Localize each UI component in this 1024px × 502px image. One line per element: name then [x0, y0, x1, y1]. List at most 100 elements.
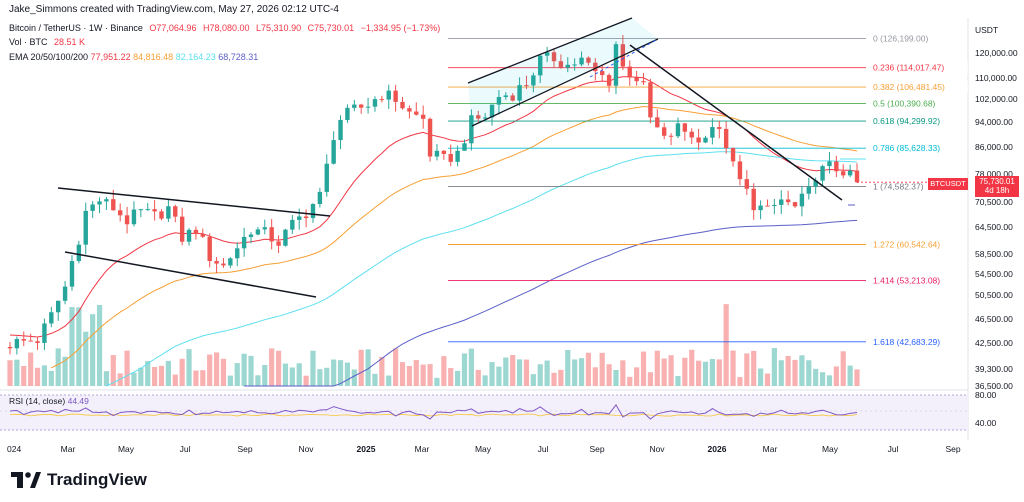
price-axis-ticks: 120,000.00 110,000.00 102,000.00 94,000.00 8…: [975, 48, 1018, 391]
candle-body: [834, 161, 839, 172]
volume-bar: [117, 373, 123, 386]
vol-label[interactable]: Vol · BTC: [9, 37, 48, 47]
candle-body: [758, 205, 763, 211]
candle-body: [14, 339, 20, 349]
time-tick-label: Jul: [538, 444, 549, 454]
price-tick-label: 58,500.00: [975, 249, 1013, 259]
volume-bar: [275, 350, 282, 386]
candle-body: [661, 127, 667, 136]
downtrend-line: [629, 44, 843, 201]
candle-body: [111, 199, 116, 211]
volume-bar: [702, 361, 709, 386]
price-tick-label: 86,000.00: [975, 142, 1013, 152]
candle-body: [365, 106, 371, 108]
candle-body: [668, 135, 674, 137]
candle-body: [765, 205, 770, 207]
candle-body: [207, 236, 212, 262]
ema-label[interactable]: EMA 20/50/100/200: [9, 52, 89, 62]
time-tick-label: May: [118, 444, 135, 454]
price-chart[interactable]: 0 (126,199.00) 0.236 (114,017.47) 0.382 (1…: [0, 0, 1024, 462]
time-tick-label: May: [475, 444, 492, 454]
candle-body: [331, 140, 336, 164]
volume-bar: [661, 358, 667, 386]
candle-body: [28, 340, 33, 342]
volume-bar: [220, 358, 227, 386]
fib-label-bg: [870, 180, 943, 193]
channel-upper-line: [467, 17, 633, 84]
volume-bar: [654, 350, 660, 386]
volume-bar: [468, 348, 474, 386]
tradingview-logo[interactable]: TradingView: [11, 470, 147, 490]
candle-body: [138, 209, 144, 211]
volume-bar: [7, 360, 13, 386]
fib-level-label: 0.5 (100,390.68): [873, 98, 936, 108]
volume-bar: [69, 307, 75, 386]
volume-bar: [461, 353, 468, 386]
candle-body: [427, 118, 433, 157]
fib-label-bg: [870, 81, 968, 94]
volume-bar: [757, 368, 764, 386]
volume-bar: [833, 366, 839, 386]
volume-bar: [592, 367, 598, 386]
volume-bar: [551, 372, 557, 386]
ema50-value: 84,816.48: [133, 52, 174, 62]
volume-bar: [14, 359, 20, 386]
rsi-value: 44.49: [67, 396, 89, 406]
volume-bar: [668, 355, 674, 386]
time-tick-label: May: [822, 444, 839, 454]
candle-body: [228, 258, 233, 266]
ema-line: [51, 105, 858, 369]
rsi-label[interactable]: RSI (14, close): [9, 396, 66, 406]
volume-bar: [530, 374, 536, 386]
volume-bars: [7, 304, 860, 386]
candle-body: [462, 143, 467, 151]
volume-bar: [124, 350, 130, 386]
volume-bar: [358, 349, 364, 386]
fib-level-label: 0.236 (114,017.47): [873, 63, 944, 73]
price-tick-label: 50,500.00: [975, 290, 1013, 300]
time-tick-label: Jul: [888, 444, 899, 454]
ema100-value: 82,164.23: [175, 52, 216, 62]
fib-level-label: 1 (74,582.37): [873, 181, 924, 191]
fib-level-label: 0.382 (106,481.45): [873, 82, 945, 92]
candle-body: [420, 114, 426, 119]
volume-bar: [317, 369, 323, 386]
wedge-upper-line: [57, 187, 331, 217]
candle-body: [358, 104, 364, 108]
volume-bar: [751, 350, 757, 386]
candle-body: [310, 204, 316, 219]
candle-body: [682, 123, 688, 132]
candle-body: [538, 55, 543, 76]
volume-bar: [806, 360, 812, 386]
candle-body: [779, 199, 784, 205]
candle-body: [785, 199, 791, 203]
volume-bar: [48, 370, 54, 386]
high-value: H78,080.00: [202, 23, 250, 33]
candle-body: [297, 216, 302, 220]
ema-line: [9, 76, 858, 338]
volume-bar: [344, 362, 351, 386]
candle-body: [717, 127, 722, 129]
candle-body: [241, 236, 247, 249]
fib-level-label: 1.272 (60,542.64): [873, 240, 940, 250]
volume-bar: [172, 374, 178, 386]
candle-body: [841, 171, 846, 176]
candle-body: [482, 117, 488, 119]
candle-body: [269, 227, 274, 242]
price-tick-label: 94,000.00: [975, 117, 1013, 127]
price-tick-label: 54,500.00: [975, 269, 1013, 279]
volume-bar: [420, 364, 426, 386]
candle-body: [49, 312, 54, 324]
candle-body: [517, 85, 522, 101]
fib-level-label: 0.618 (94,299.92): [873, 116, 940, 126]
time-tick-label: Nov: [298, 444, 314, 454]
volume-bar: [386, 375, 392, 386]
candle-body: [489, 104, 495, 118]
rsi-legend: RSI (14, close) 44.49: [9, 396, 89, 406]
volume-bar: [269, 348, 275, 386]
volume-bar: [723, 304, 729, 386]
symbol-title[interactable]: Bitcoin / TetherUS · 1W · Binance: [9, 23, 143, 33]
candle-body: [744, 179, 750, 189]
volume-bar: [372, 373, 378, 386]
candle-body: [83, 210, 88, 245]
